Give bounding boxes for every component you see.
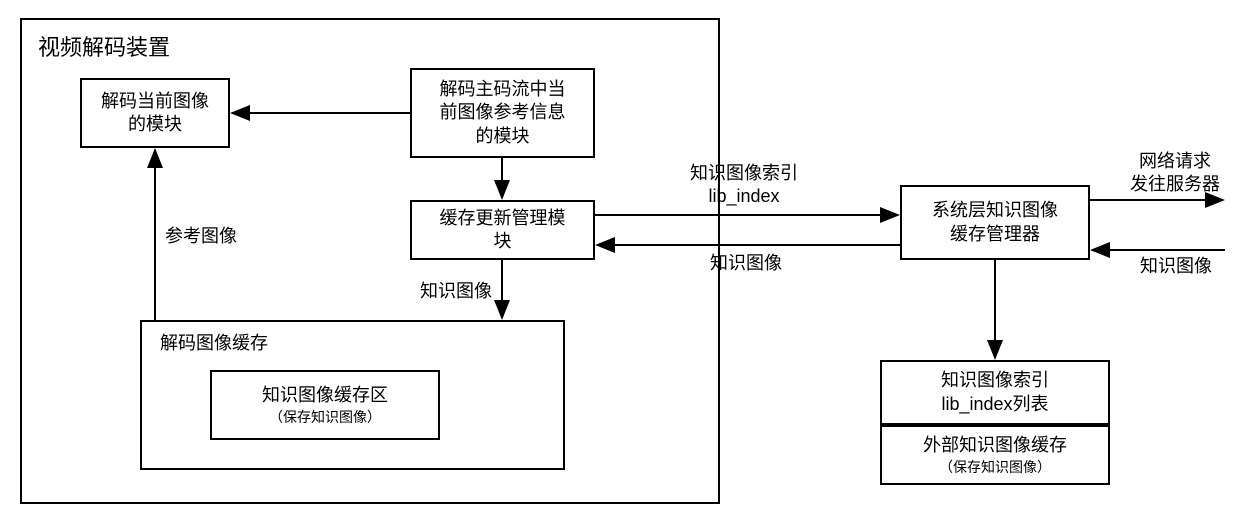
node-external-cache-sublabel: （保存知识图像） bbox=[939, 458, 1051, 476]
edge-label-ref-image: 参考图像 bbox=[165, 225, 237, 248]
node-decode-img-cache-title: 解码图像缓存 bbox=[160, 332, 268, 355]
node-sys-cache-mgr-label: 系统层知识图像 缓存管理器 bbox=[932, 199, 1058, 246]
main-container-title: 视频解码装置 bbox=[38, 30, 170, 62]
node-decode-current-label: 解码当前图像 的模块 bbox=[101, 90, 209, 137]
node-index-list: 知识图像索引 lib_index列表 bbox=[880, 360, 1110, 425]
node-knowledge-cache-area-label: 知识图像缓存区 bbox=[262, 384, 388, 407]
node-external-cache-label: 外部知识图像缓存 bbox=[923, 434, 1067, 457]
node-knowledge-cache-area-sublabel: （保存知识图像） bbox=[269, 408, 381, 426]
node-index-list-label: 知识图像索引 lib_index列表 bbox=[941, 369, 1049, 416]
edge-label-network-request: 网络请求 发往服务器 bbox=[1130, 150, 1220, 197]
node-decode-ref-info: 解码主码流中当 前图像参考信息 的模块 bbox=[410, 68, 595, 158]
edge-label-knowledge-image-in: 知识图像 bbox=[1140, 255, 1212, 278]
node-decode-current: 解码当前图像 的模块 bbox=[80, 78, 230, 148]
node-knowledge-cache-area: 知识图像缓存区 （保存知识图像） bbox=[210, 370, 440, 440]
node-decode-ref-info-label: 解码主码流中当 前图像参考信息 的模块 bbox=[440, 78, 566, 148]
node-cache-update-label: 缓存更新管理模 块 bbox=[440, 207, 566, 254]
node-external-cache: 外部知识图像缓存 （保存知识图像） bbox=[880, 425, 1110, 485]
node-cache-update: 缓存更新管理模 块 bbox=[410, 200, 595, 260]
edge-label-knowledge-image-down: 知识图像 bbox=[420, 280, 492, 303]
edge-label-knowledge-image-back: 知识图像 bbox=[710, 252, 782, 275]
node-sys-cache-mgr: 系统层知识图像 缓存管理器 bbox=[900, 185, 1090, 260]
edge-label-lib-index: 知识图像索引 lib_index bbox=[690, 162, 798, 209]
